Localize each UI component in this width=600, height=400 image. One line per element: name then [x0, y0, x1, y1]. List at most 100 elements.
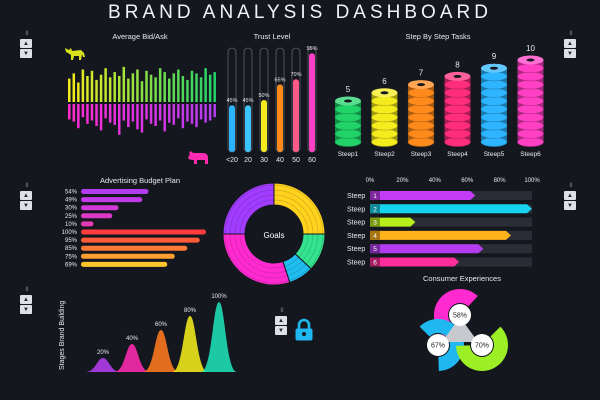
bid-bar	[95, 79, 98, 102]
stack-hole	[380, 91, 389, 95]
scroll-up-button[interactable]: ▲	[275, 316, 287, 325]
stage-value-label: 60%	[155, 322, 168, 328]
experience-bubble	[471, 334, 493, 356]
stack-ring	[407, 137, 435, 147]
stack-hole	[526, 58, 535, 62]
scroll-down-button[interactable]: ▼	[20, 305, 32, 314]
stack-ring	[444, 112, 471, 123]
scroll-down-button[interactable]: ▼	[564, 49, 576, 58]
bid-bar	[168, 78, 171, 102]
stage-area	[143, 330, 179, 372]
budget-bar	[81, 221, 94, 227]
ask-bar	[149, 104, 153, 124]
pager-control-1: II ▲ ▼	[20, 30, 34, 59]
stack-ring	[334, 137, 362, 147]
scroll-up-button[interactable]: ▲	[20, 39, 32, 48]
stage-value-label: 100%	[211, 294, 227, 300]
stack-ring	[480, 137, 508, 147]
steep-marker-label: 3	[373, 220, 377, 227]
ask-bar	[177, 104, 180, 119]
stack-ring	[517, 120, 544, 131]
steep-marker	[370, 244, 380, 254]
lock-icon[interactable]	[293, 318, 315, 342]
stage-area	[85, 358, 121, 372]
stack-ring	[517, 63, 544, 74]
budget-bar	[81, 261, 168, 267]
steep-label: Steep	[347, 246, 365, 253]
ask-bar	[68, 104, 71, 120]
bid-bar	[145, 70, 148, 102]
trust-bar	[293, 79, 299, 152]
trust-tick-label: 30	[260, 157, 268, 164]
goals-ring-line	[239, 199, 275, 235]
stack-ring	[334, 104, 362, 114]
stack-ring	[371, 129, 398, 139]
budget-label: 25%	[65, 214, 78, 220]
stack-ring	[444, 104, 471, 114]
goals-ring-line	[305, 233, 319, 265]
ask-bar	[199, 104, 203, 120]
stack-ring	[517, 87, 544, 98]
dashboard-title: BRAND ANALYSIS DASHBOARD	[108, 2, 492, 23]
stack-value-label: 8	[455, 60, 460, 69]
trust-value-label: 70%	[290, 72, 301, 78]
stack-ring	[407, 104, 435, 114]
ask-bar	[190, 104, 194, 124]
scroll-up-button[interactable]: ▲	[564, 39, 576, 48]
budget-label: 30%	[65, 206, 78, 212]
trust-value-label: 45%	[226, 98, 237, 104]
ask-bar	[213, 104, 216, 118]
ask-bar	[154, 104, 157, 126]
bid-bar	[172, 73, 176, 102]
steep-label: Steep	[347, 206, 365, 213]
bid-bar	[158, 68, 162, 102]
budget-label: 49%	[65, 198, 78, 204]
stack-ring	[371, 104, 398, 114]
trust-bar	[245, 105, 251, 152]
stack-ring	[480, 104, 508, 114]
steep-marker	[370, 257, 380, 267]
scroll-up-button[interactable]: ▲	[564, 191, 576, 200]
goals-ring-line	[239, 233, 285, 269]
scroll-down-button[interactable]: ▼	[564, 201, 576, 210]
goals-ring-line	[234, 194, 275, 235]
scroll-down-button[interactable]: ▼	[20, 201, 32, 210]
stack-value-label: 6	[382, 77, 387, 86]
pager-control-2: II ▲ ▼	[564, 30, 578, 59]
steep-marker-label: 4	[373, 233, 377, 240]
budget-label: 10%	[65, 222, 78, 228]
budget-label: 54%	[65, 190, 78, 196]
budget-label: 69%	[65, 262, 78, 268]
ask-bar	[81, 104, 85, 118]
stack-ring	[444, 137, 471, 147]
pager-label: II	[280, 308, 284, 314]
scroll-down-button[interactable]: ▼	[275, 326, 287, 335]
x-tick-label: 40%	[429, 178, 442, 184]
ask-bar	[158, 104, 162, 121]
pager-label: II	[25, 287, 29, 293]
scroll-down-button[interactable]: ▼	[20, 49, 32, 58]
pager-label: II	[569, 183, 573, 189]
steep-track	[370, 217, 532, 227]
stack-ring	[371, 96, 398, 106]
steep-bar	[370, 217, 416, 227]
ask-bar	[72, 104, 76, 122]
budget-bar	[81, 237, 200, 243]
ask-bar	[131, 104, 135, 122]
trust-value-label: 45%	[242, 98, 253, 104]
goals-ring-line	[273, 184, 324, 235]
budget-bar	[81, 253, 175, 259]
stack-category-label: Steep5	[484, 151, 505, 158]
chart-title: Goals	[264, 231, 285, 240]
stack-hole	[417, 83, 425, 87]
scroll-up-button[interactable]: ▲	[20, 191, 32, 200]
steep-bar	[370, 244, 484, 254]
steep-marker-label: 2	[373, 206, 377, 213]
trust-level-chart: Trust Level 45% <20 45% 20 50% 30 65% 40 70% 50 95…	[226, 32, 318, 164]
stack-ring	[480, 87, 508, 98]
experience-center	[442, 317, 478, 342]
budget-label: 85%	[65, 246, 78, 252]
ask-bar	[168, 104, 171, 123]
scroll-up-button[interactable]: ▲	[20, 295, 32, 304]
stack-ring	[480, 120, 508, 131]
